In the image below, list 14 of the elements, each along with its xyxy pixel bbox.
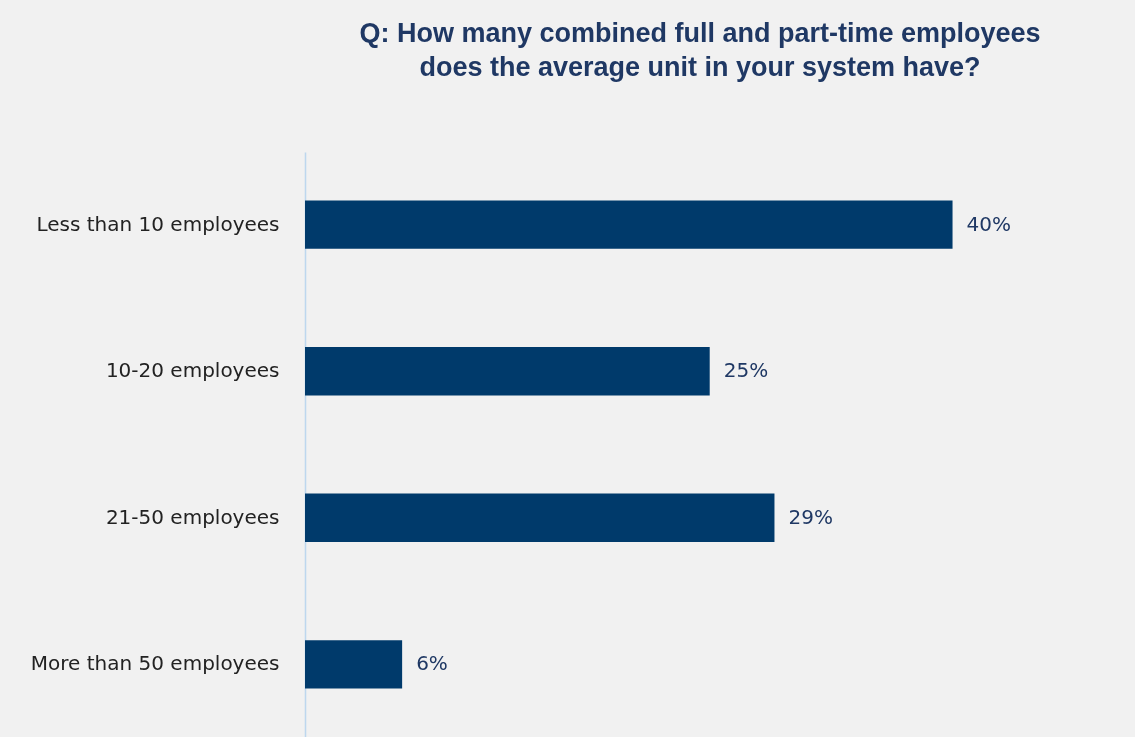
text: Q: How many combined full and part-time employees	[359, 18, 1041, 48]
text: does the average unit in your system have?	[419, 52, 981, 82]
bar	[305, 493, 775, 542]
y-tick-label: 21-50 employees	[105, 504, 280, 529]
bar	[305, 640, 403, 689]
data-label: 25%	[723, 358, 769, 383]
data-label: 29%	[788, 504, 833, 529]
data-label: 6%	[416, 651, 448, 676]
y-tick-label: More than 50 employees	[30, 651, 280, 676]
bar	[305, 347, 710, 396]
y-tick-label: 10-20 employees	[105, 358, 280, 383]
bar	[305, 200, 953, 249]
y-tick-label: Less than 10 employees	[36, 211, 280, 236]
data-label: 40%	[966, 211, 1011, 236]
